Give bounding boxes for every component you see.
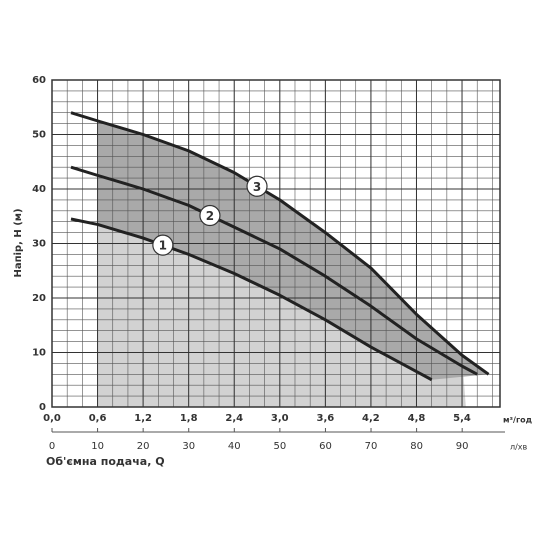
x2-tick-label: 40 xyxy=(228,441,241,452)
x2-tick-label: 30 xyxy=(182,441,195,452)
x2-tick-label: 20 xyxy=(137,441,150,452)
x-tick-label: 3,6 xyxy=(316,413,334,424)
legend-label: 2 xyxy=(206,209,214,223)
x2-tick-label: 90 xyxy=(456,441,469,452)
x2-tick-label: 0 xyxy=(49,441,55,452)
x2-tick-label: 80 xyxy=(410,441,423,452)
x-tick-label: 0,0 xyxy=(43,413,61,424)
x-axis-label: Об'ємна подача, Q xyxy=(46,455,165,468)
x-tick-label: 1,2 xyxy=(134,413,152,424)
x2-tick-label: 60 xyxy=(319,441,332,452)
x-tick-label: 1,8 xyxy=(180,413,198,424)
x-tick-label: 0,6 xyxy=(89,413,107,424)
curve xyxy=(70,165,478,376)
x-tick-label: 4,8 xyxy=(408,413,426,424)
curve xyxy=(70,111,490,376)
legend-label: 3 xyxy=(253,180,261,194)
x2-tick-label: 50 xyxy=(274,441,287,452)
x-tick-label: 5,4 xyxy=(453,413,471,424)
y-tick-label: 50 xyxy=(32,130,46,141)
y-tick-label: 30 xyxy=(32,239,46,250)
plot-frame xyxy=(51,79,501,408)
y-tick-label: 60 xyxy=(32,75,46,86)
legend-label: 1 xyxy=(159,239,167,253)
x-tick-label: 2,4 xyxy=(225,413,243,424)
x2-tick-label: 70 xyxy=(365,441,378,452)
y-tick-label: 10 xyxy=(32,348,46,359)
y-tick-label: 40 xyxy=(32,184,46,195)
x2-unit: л/хв xyxy=(510,443,528,452)
x-unit: м³/год xyxy=(503,416,533,425)
curve-marker xyxy=(152,234,174,256)
curve-marker xyxy=(199,204,221,227)
y-tick-label: 20 xyxy=(32,293,46,304)
x2-tick-label: 10 xyxy=(91,441,104,452)
y-tick-label: 0 xyxy=(39,402,46,413)
x-tick-label: 3,0 xyxy=(271,413,289,424)
curve-marker xyxy=(246,175,268,197)
curve xyxy=(70,217,433,382)
shade-dark xyxy=(97,120,489,380)
x-tick-label: 4,2 xyxy=(362,413,380,424)
y-axis-label: Напір, H (м) xyxy=(13,208,24,277)
